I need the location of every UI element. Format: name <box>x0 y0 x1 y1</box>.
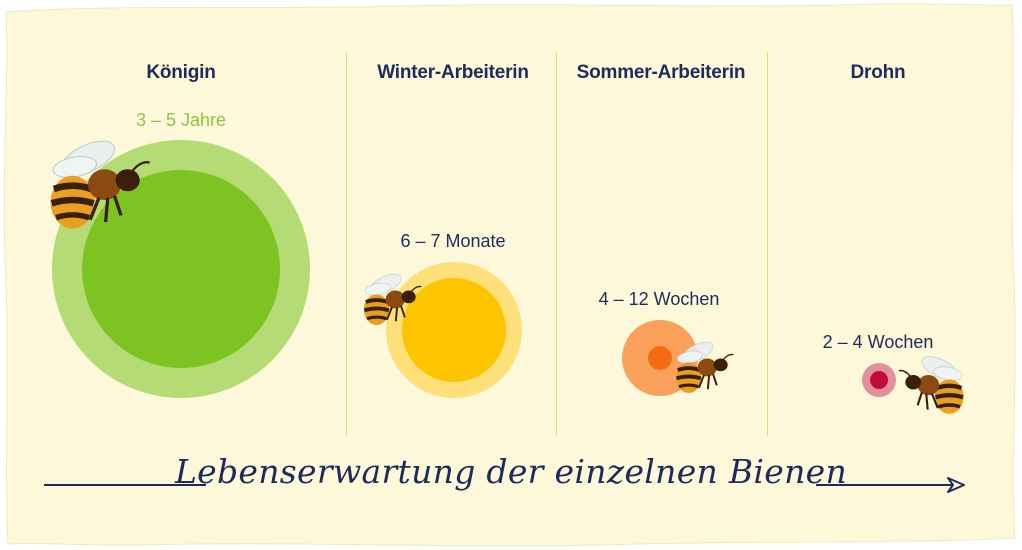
lifespan-circle-inner-drohn <box>870 371 888 389</box>
bee-icon <box>896 352 968 424</box>
column-title-drohn: Drohn <box>850 62 906 83</box>
duration-winter-arbeiterin: 6 – 7 Monate <box>400 231 506 251</box>
column-title-koenigin: Königin <box>146 62 216 83</box>
bee-icon <box>672 338 736 402</box>
lifespan-circle-inner-winter <box>402 278 506 382</box>
bee-icon <box>44 134 154 244</box>
lifespan-circle-inner-sommer <box>648 346 672 370</box>
column-title-winter-arbeiterin: Winter-Arbeiterin <box>377 62 529 83</box>
duration-sommer-arbeiterin: 4 – 12 Wochen <box>598 289 720 309</box>
duration-drohn: 2 – 4 Wochen <box>822 332 934 352</box>
lifespan-circle-inner-koenigin <box>82 170 280 368</box>
column-divider <box>767 52 768 436</box>
arrow-right-icon <box>947 477 965 493</box>
column-divider <box>346 52 347 436</box>
column-divider <box>556 52 557 436</box>
column-title-sommer-arbeiterin: Sommer-Arbeiterin <box>576 62 746 83</box>
bee-icon <box>360 270 424 334</box>
diagram-caption: Lebenserwartung der einzelnen Bienen <box>174 452 848 491</box>
arrow-line-right <box>816 484 952 486</box>
duration-koenigin: 3 – 5 Jahre <box>135 110 227 130</box>
arrow-line-left <box>44 484 206 486</box>
